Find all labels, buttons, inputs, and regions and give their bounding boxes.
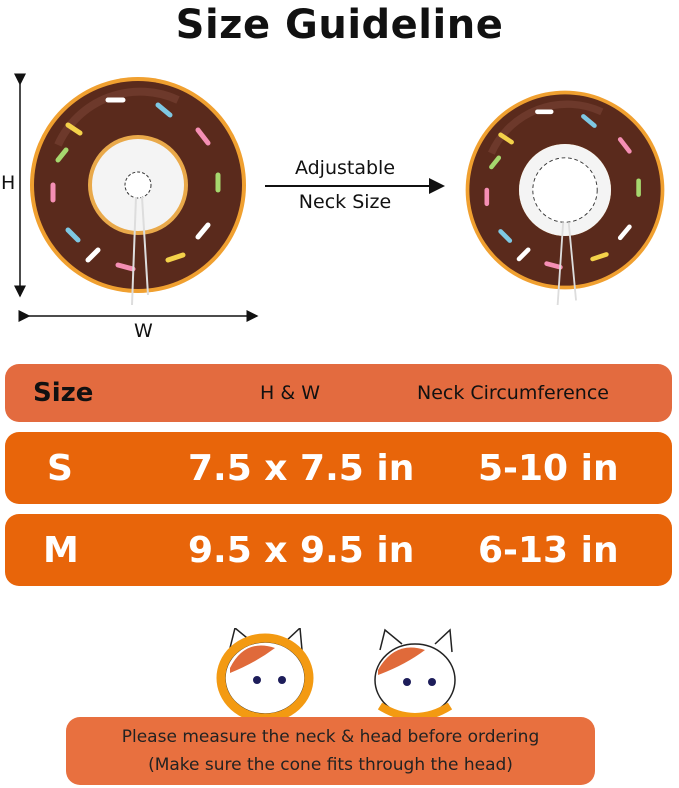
measure-note-banner: Please measure the neck & head before or… (66, 717, 595, 785)
neck-cell: 6-13 in (478, 529, 619, 571)
hw-cell: 7.5 x 7.5 in (188, 447, 415, 489)
header-neck: Neck Circumference (417, 382, 609, 404)
table-row: M 9.5 x 9.5 in 6-13 in (5, 514, 672, 586)
height-label: H (1, 172, 16, 194)
dimension-diagram (14, 0, 679, 322)
donut-cone-small-neck (30, 77, 246, 306)
arrow-label-adjustable: Adjustable (294, 157, 396, 179)
neck-cell: 5-10 in (478, 447, 619, 489)
note-line-1: Please measure the neck & head before or… (121, 727, 540, 747)
arrow-label-neck-size: Neck Size (298, 191, 392, 213)
hw-cell: 9.5 x 9.5 in (188, 529, 415, 571)
size-cell: S (47, 447, 73, 489)
size-cell: M (43, 529, 79, 571)
width-label: W (134, 320, 153, 342)
table-header: Size H & W Neck Circumference (5, 364, 672, 422)
donut-cone-large-neck (466, 91, 665, 306)
table-row: S 7.5 x 7.5 in 5-10 in (5, 432, 672, 504)
note-line-2: (Make sure the cone fits through the hea… (148, 755, 513, 775)
page-title: Size Guideline (175, 2, 504, 48)
header-hw: H & W (260, 382, 320, 404)
cat-illustrations (216, 628, 456, 723)
cat-neck-measure-icon (374, 628, 456, 721)
cat-head-measure-icon (216, 628, 314, 723)
header-size: Size (33, 378, 94, 408)
